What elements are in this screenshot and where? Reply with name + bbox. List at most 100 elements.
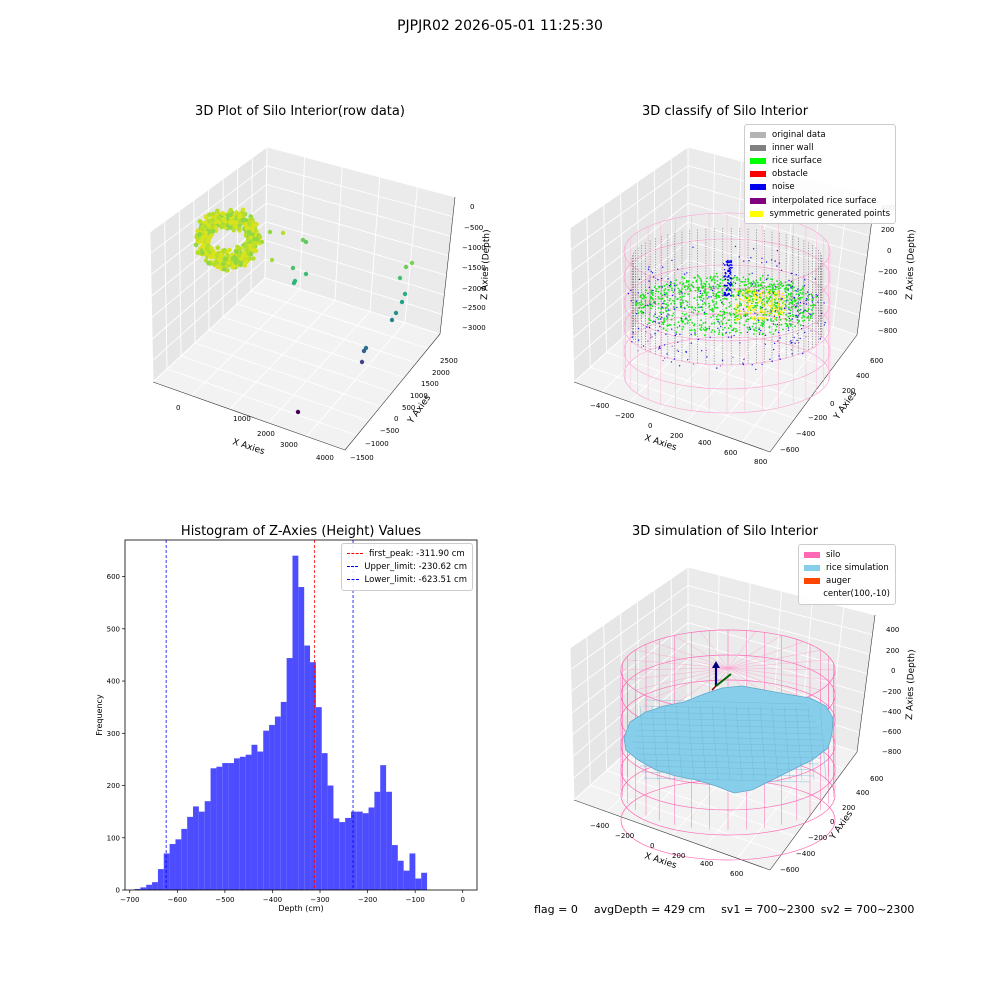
- raw-point: [280, 230, 286, 236]
- raw-point: [295, 409, 301, 415]
- grid-line: [208, 329, 393, 393]
- grid-line: [655, 307, 833, 369]
- raw-point: [211, 254, 216, 260]
- rice-surface-point: [814, 304, 816, 307]
- grid-line: [573, 258, 689, 361]
- rice-surface-point: [689, 329, 691, 332]
- raw-point: [195, 250, 201, 256]
- rice-surface-point: [750, 295, 753, 298]
- rice-surface-point: [686, 285, 689, 288]
- rice-surface-point: [733, 308, 736, 310]
- rice-surface-point: [696, 314, 699, 316]
- rice-surface-point: [663, 289, 665, 292]
- grid-line: [193, 200, 196, 344]
- legend-label: rice simulation: [826, 562, 889, 573]
- raw-point: [247, 221, 252, 226]
- rice-surface-point: [737, 291, 740, 294]
- rice-surface-point: [656, 288, 658, 290]
- rice-surface-point: [802, 285, 804, 288]
- rice-surface-point: [717, 294, 720, 297]
- rice-surface-point: [696, 274, 699, 277]
- rice-surface-point: [761, 325, 764, 328]
- rice-surface-point: [752, 322, 755, 325]
- rice-surface-point: [789, 309, 792, 312]
- rice-surface-point: [719, 278, 722, 281]
- rice-surface-point: [759, 288, 762, 290]
- rice-surface-point: [770, 318, 772, 320]
- rice-surface-point: [756, 281, 759, 284]
- rice-surface-point: [801, 296, 803, 299]
- rice-surface-point: [785, 284, 788, 287]
- raw-point: [227, 225, 233, 230]
- raw-point: [231, 227, 236, 233]
- rice-surface-point: [766, 310, 769, 313]
- raw-ytick: 1000: [410, 392, 428, 400]
- grid-line: [266, 202, 449, 257]
- rice-surface-point: [795, 293, 798, 296]
- rice-surface-point: [692, 281, 694, 284]
- rice-surface-point: [768, 285, 771, 288]
- rice-surface-point: [731, 284, 734, 287]
- rice-surface-point: [774, 323, 777, 326]
- grid-line: [570, 184, 689, 273]
- rice-surface-point: [657, 290, 660, 293]
- rice-surface-point: [799, 324, 802, 327]
- rice-surface-point: [792, 315, 795, 318]
- rice-surface-point: [679, 304, 682, 306]
- rice-surface-point: [639, 295, 642, 298]
- raw-point: [234, 249, 239, 254]
- rice-surface-point: [698, 290, 700, 292]
- rice-surface-point: [755, 279, 758, 282]
- rice-surface-point: [747, 278, 750, 281]
- simulation-xtick: 400: [700, 860, 713, 868]
- rice-surface-point: [758, 296, 761, 299]
- rice-surface-point: [681, 276, 684, 279]
- raw-point: [215, 208, 220, 214]
- legend-swatch: [804, 564, 820, 571]
- rice-surface-point: [732, 295, 735, 298]
- raw-point: [206, 260, 211, 266]
- rice-surface-point: [715, 303, 717, 305]
- rice-surface-point: [734, 321, 736, 324]
- rice-surface-point: [709, 308, 711, 311]
- rice-surface-point: [716, 275, 719, 278]
- rice-surface-point: [735, 328, 737, 330]
- rice-surface-point: [721, 289, 723, 292]
- rice-surface-point: [718, 329, 721, 331]
- rice-surface-point: [637, 312, 640, 315]
- simulation-ztick: 200: [886, 647, 899, 655]
- rice-surface-point: [668, 309, 671, 312]
- x-axis-line: [573, 381, 771, 453]
- rice-surface-point: [760, 324, 762, 327]
- rice-surface-point: [753, 281, 755, 284]
- raw-point: [402, 291, 408, 297]
- raw-point: [248, 243, 253, 248]
- rice-surface-point: [748, 282, 750, 284]
- rice-surface-point: [802, 320, 804, 322]
- rice-surface-point: [655, 290, 657, 292]
- legend-item: auger: [804, 574, 890, 587]
- rice-surface-point: [708, 302, 710, 305]
- raw-point: [204, 238, 210, 244]
- rice-surface-point: [700, 279, 702, 281]
- raw-point: [234, 220, 239, 225]
- rice-surface-point: [771, 278, 774, 281]
- raw-xtick: 3000: [280, 441, 298, 449]
- rice-surface-point: [704, 288, 707, 291]
- rice-surface-point: [687, 293, 689, 296]
- rice-surface-point: [642, 306, 644, 309]
- rice-surface-point: [719, 299, 722, 302]
- rice-surface-point: [715, 294, 717, 296]
- raw-ztick: −2500: [462, 304, 486, 312]
- rice-surface-point: [713, 281, 716, 284]
- rice-surface-point: [704, 284, 707, 286]
- rice-surface-point: [786, 295, 788, 297]
- rice-surface-point: [807, 295, 809, 297]
- rice-surface-point: [784, 303, 787, 306]
- grid-line: [178, 210, 182, 357]
- grid-line: [586, 216, 591, 368]
- grid-line: [735, 160, 742, 295]
- raw-point: [245, 237, 251, 243]
- raw-point: [228, 207, 233, 213]
